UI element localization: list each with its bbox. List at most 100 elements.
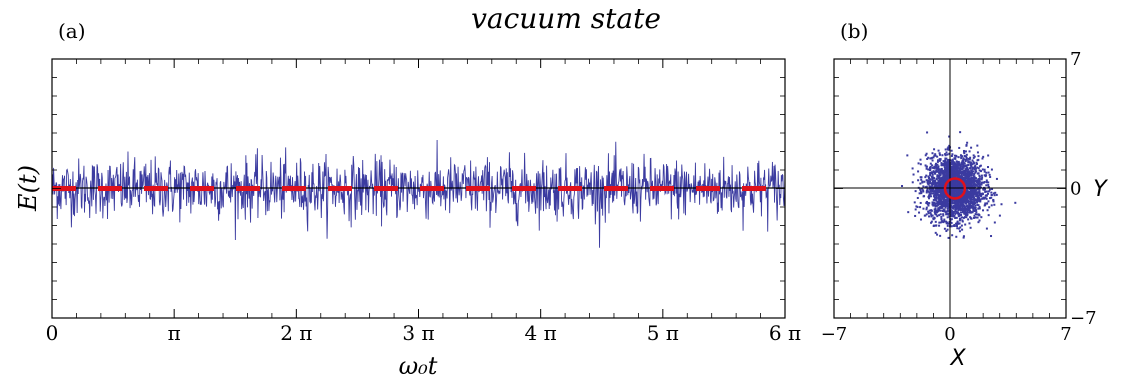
scatter-point	[968, 158, 971, 161]
scatter-point	[935, 170, 938, 173]
scatter-point	[946, 198, 949, 201]
scatter-point	[966, 166, 969, 169]
scatter-point	[968, 183, 971, 186]
scatter-point	[965, 208, 968, 211]
phase-space-panel: −7 0 7 7 0 −7 X Y	[821, 49, 1109, 371]
scatter-point	[942, 213, 945, 216]
scatter-point	[968, 222, 971, 225]
scatter-point	[943, 176, 946, 179]
scatter-point	[948, 185, 951, 188]
scatter-point	[992, 192, 995, 195]
scatter-point	[975, 193, 978, 196]
scatter-point	[939, 192, 942, 195]
scatter-point	[952, 194, 955, 197]
scatter-point	[926, 131, 929, 134]
scatter-point	[938, 168, 941, 171]
scatter-point	[936, 185, 939, 188]
scatter-point	[941, 176, 944, 179]
scatter-point	[978, 205, 981, 208]
scatter-point	[937, 149, 940, 152]
scatter-point	[987, 214, 990, 217]
scatter-point	[989, 197, 991, 200]
scatter-point	[917, 179, 920, 182]
scatter-point	[981, 193, 984, 196]
scatter-point	[965, 153, 968, 156]
y-tick-label-b: 7	[1070, 49, 1081, 70]
scatter-point	[951, 212, 954, 215]
scatter-point	[911, 167, 914, 170]
scatter-point	[982, 209, 985, 212]
scatter-point	[963, 172, 966, 175]
scatter-point	[975, 161, 978, 164]
scatter-point	[961, 160, 964, 163]
vacuum-uncertainty-circle	[943, 177, 967, 200]
scatter-point	[913, 201, 916, 204]
scatter-point	[952, 207, 955, 210]
scatter-point	[971, 188, 974, 191]
scatter-point	[965, 157, 968, 160]
scatter-point	[939, 158, 942, 161]
scatter-point	[954, 207, 957, 210]
scatter-point	[935, 213, 938, 216]
scatter-point	[958, 204, 961, 207]
scatter-point	[925, 152, 928, 155]
scatter-point	[950, 225, 953, 228]
x-tick-label-b: 0	[944, 324, 955, 345]
scatter-point	[978, 192, 981, 195]
tick-marks-a	[51, 58, 786, 319]
scatter-point	[943, 182, 946, 185]
scatter-point	[934, 231, 937, 234]
scatter-point	[934, 224, 937, 227]
scatter-point	[965, 216, 968, 219]
scatter-point	[930, 213, 933, 216]
scatter-point	[936, 215, 939, 218]
scatter-point	[963, 216, 966, 219]
scatter-point	[958, 219, 961, 222]
scatter-point	[987, 192, 990, 195]
scatter-point	[928, 177, 931, 180]
scatter-point	[950, 218, 953, 221]
scatter-point	[927, 210, 930, 213]
scatter-point	[970, 146, 973, 149]
scatter-point	[960, 213, 963, 216]
scatter-point	[933, 154, 936, 157]
scatter-point	[931, 156, 934, 159]
scatter-point	[976, 203, 979, 206]
scatter-point	[976, 151, 979, 154]
scatter-point	[955, 173, 958, 176]
scatter-point	[940, 215, 943, 218]
scatter-point	[932, 204, 935, 207]
scatter-point	[963, 152, 966, 155]
scatter-point	[992, 200, 995, 203]
scatter-point	[975, 181, 978, 184]
scatter-point	[977, 180, 980, 183]
scatter-point	[950, 185, 953, 188]
scatter-point	[960, 216, 963, 219]
scatter-point	[984, 202, 987, 205]
scatter-point	[954, 162, 957, 165]
scatter-point	[917, 162, 920, 165]
scatter-point	[968, 187, 971, 190]
scatter-point	[956, 207, 959, 210]
scatter-point	[946, 159, 949, 162]
scatter-point	[965, 167, 968, 170]
scatter-point	[966, 191, 969, 194]
scatter-point	[983, 170, 986, 173]
scatter-point	[962, 194, 965, 197]
scatter-point	[1000, 203, 1003, 206]
scatter-point	[970, 169, 973, 172]
x-tick-label: 5 π	[647, 321, 679, 345]
scatter-point	[935, 209, 938, 212]
scatter-point	[937, 167, 940, 170]
scatter-point	[956, 206, 959, 208]
scatter-point	[967, 218, 970, 221]
scatter-point	[998, 214, 1001, 217]
scatter-point	[967, 172, 970, 175]
scatter-point	[971, 193, 974, 196]
scatter-point	[930, 209, 933, 212]
scatter-point	[977, 167, 980, 170]
scatter-point	[988, 206, 991, 209]
scatter-point	[925, 190, 928, 193]
scatter-point	[951, 160, 954, 163]
scatter-point	[935, 166, 938, 169]
